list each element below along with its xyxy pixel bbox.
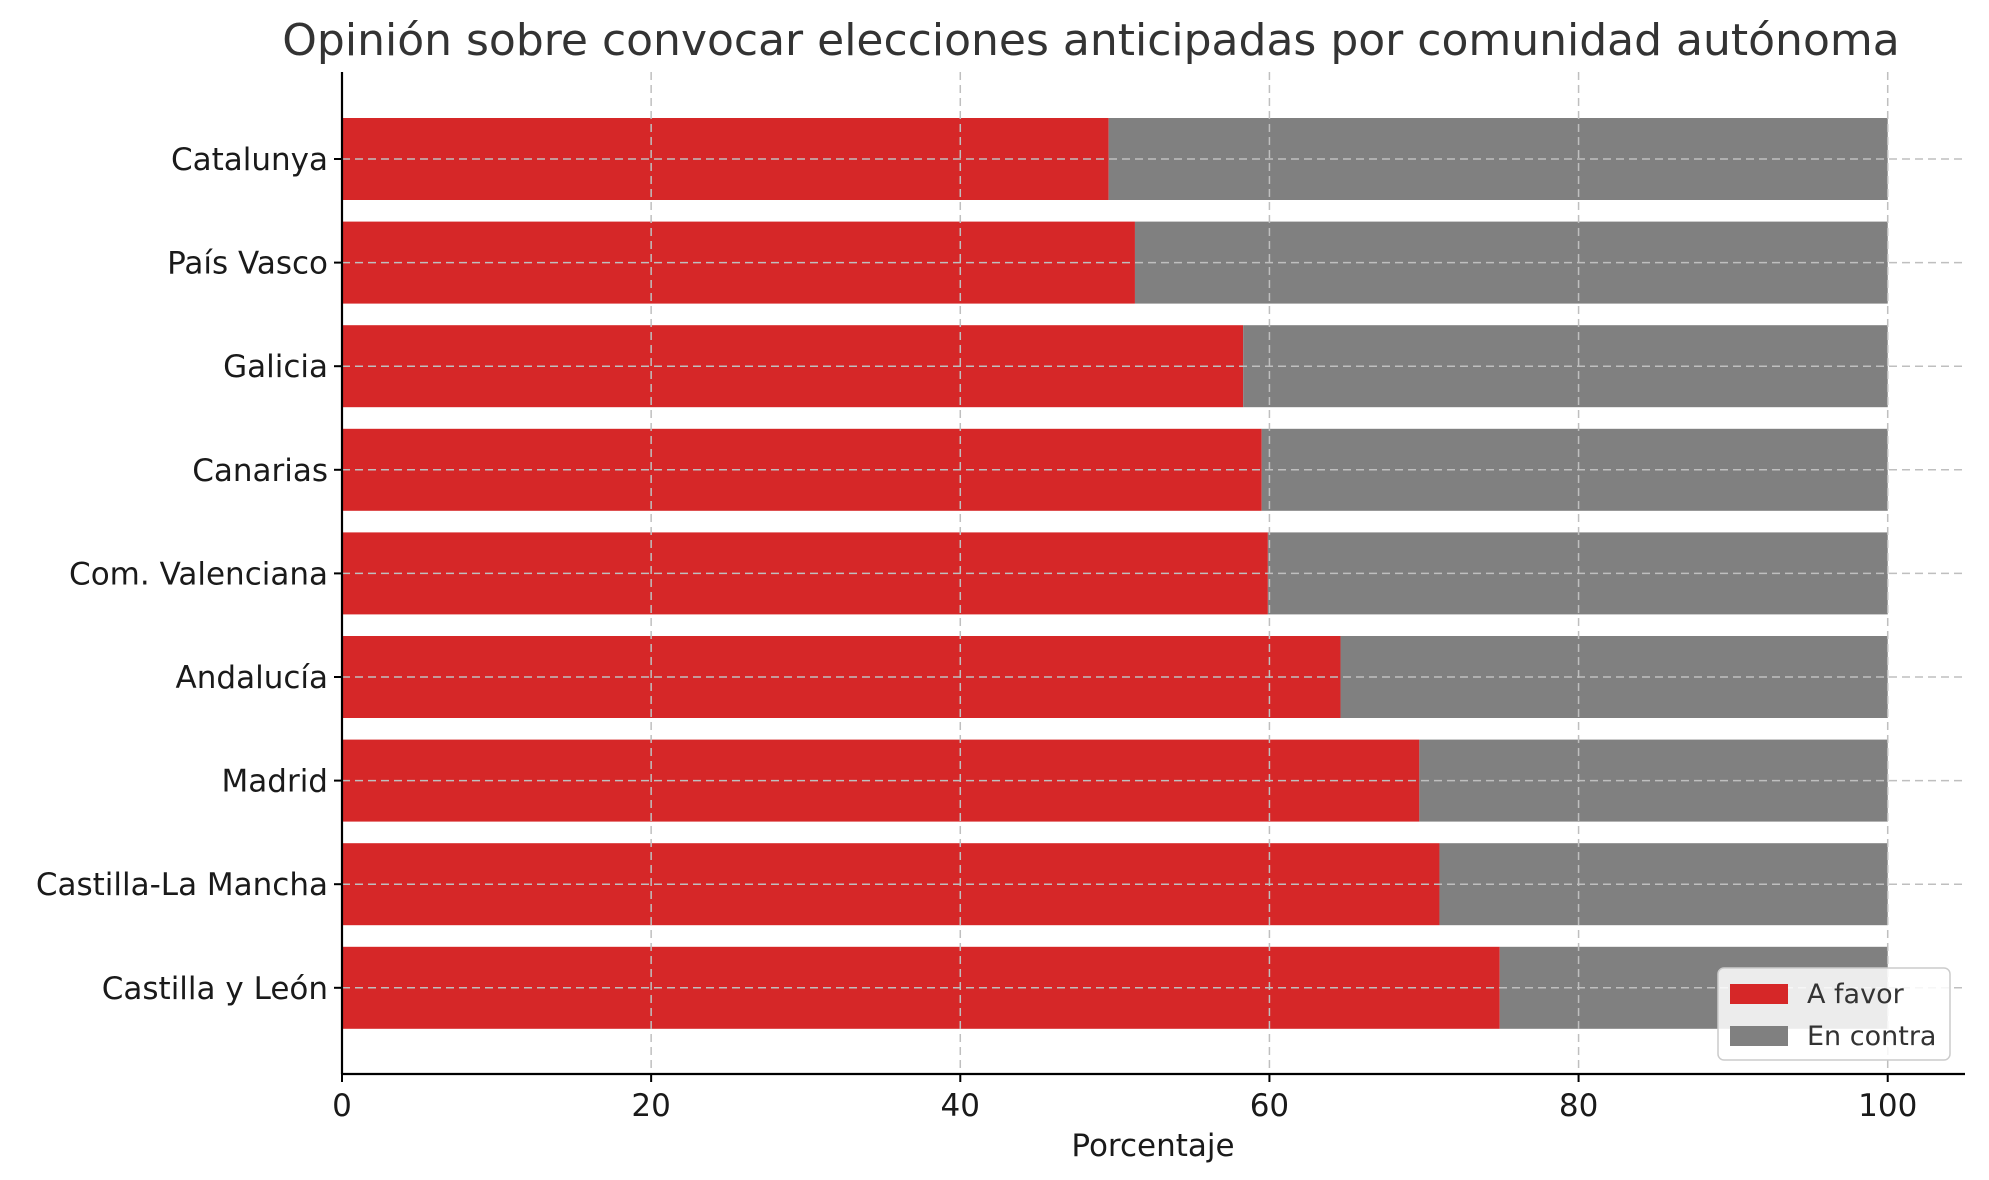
ticks: 0 20 40 60 80 100 Catalunya País Vasco Galicia Ca…: [36, 142, 1917, 1124]
y-tick-label-madrid: Madrid: [222, 764, 328, 800]
bar-en-contra-madrid: [1419, 739, 1888, 822]
x-tick-label-40: 40: [941, 1088, 980, 1124]
chart-title: Opinión sobre convocar elecciones antici…: [282, 15, 1899, 66]
x-tick-label-20: 20: [631, 1088, 670, 1124]
x-tick-label-80: 80: [1559, 1088, 1598, 1124]
y-tick-label-catalunya: Catalunya: [171, 142, 328, 178]
legend-swatch-en-contra: [1730, 1026, 1788, 1046]
legend-label-a-favor: A favor: [1807, 979, 1905, 1010]
legend: A favor En contra: [1717, 967, 1951, 1061]
y-tick-label-galicia: Galicia: [223, 349, 328, 385]
y-tick-label-castilla-y-leon: Castilla y León: [102, 971, 328, 1007]
bar-en-contra-canarias: [1261, 428, 1888, 511]
x-tick-label-60: 60: [1250, 1088, 1289, 1124]
y-tick-label-canarias: Canarias: [192, 453, 328, 489]
bar-en-contra-catalunya: [1108, 118, 1888, 200]
legend-swatch-a-favor: [1730, 984, 1788, 1004]
grid: [341, 72, 1965, 1074]
y-tick-label-com-valenciana: Com. Valenciana: [69, 556, 328, 592]
bar-en-contra-andalucia: [1340, 636, 1888, 718]
x-axis-label: Porcentaje: [1071, 1128, 1234, 1164]
y-tick-label-castilla-la-mancha: Castilla-La Mancha: [36, 867, 328, 903]
x-tick-label-100: 100: [1858, 1088, 1917, 1124]
y-tick-label-andalucia: Andalucía: [176, 660, 328, 696]
x-tick-label-0: 0: [332, 1088, 352, 1124]
y-tick-label-pais-vasco: País Vasco: [167, 246, 328, 282]
legend-label-en-contra: En contra: [1807, 1021, 1936, 1052]
